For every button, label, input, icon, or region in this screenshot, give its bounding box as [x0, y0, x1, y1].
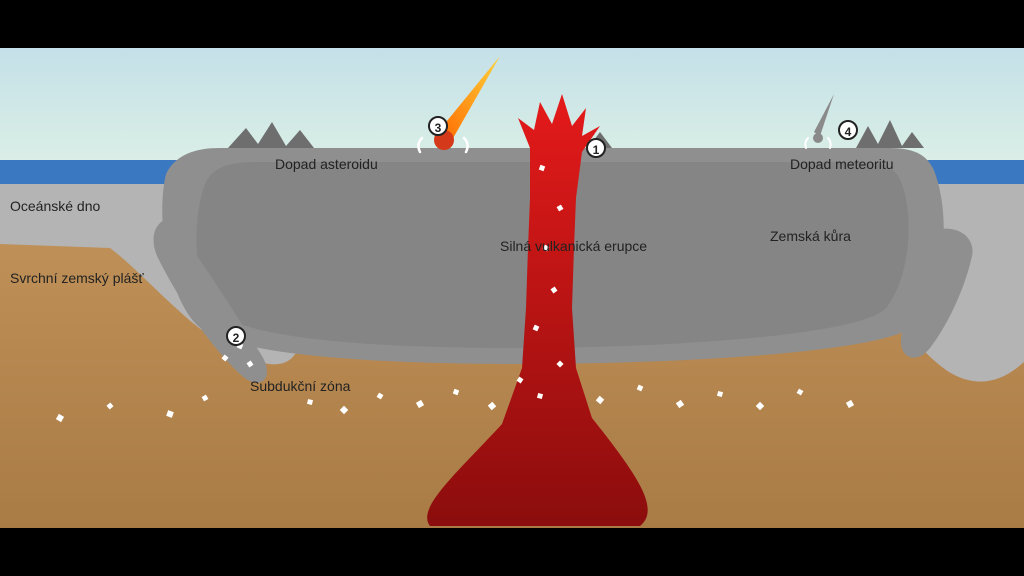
diagram-svg [0, 48, 1024, 528]
label-crust: Zemská kůra [770, 228, 851, 244]
meteorite-body [813, 133, 823, 143]
label-ocean-floor: Oceánské dno [10, 198, 100, 214]
marker-2: 2 [226, 326, 246, 346]
marker-1: 1 [586, 138, 606, 158]
label-eruption: Silná vulkanická erupce [500, 238, 647, 254]
label-asteroid-impact: Dopad asteroidu [275, 156, 378, 172]
label-upper-mantle: Svrchní zemský plášť [10, 270, 144, 286]
label-subduction: Subdukční zóna [250, 378, 350, 394]
marker-3: 3 [428, 116, 448, 136]
geology-diagram: Oceánské dno Svrchní zemský plášť Dopad … [0, 48, 1024, 528]
label-meteorite-impact: Dopad meteoritu [790, 156, 894, 172]
marker-4: 4 [838, 120, 858, 140]
